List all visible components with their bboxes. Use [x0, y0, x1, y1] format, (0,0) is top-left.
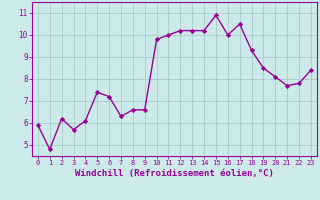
X-axis label: Windchill (Refroidissement éolien,°C): Windchill (Refroidissement éolien,°C)	[75, 169, 274, 178]
